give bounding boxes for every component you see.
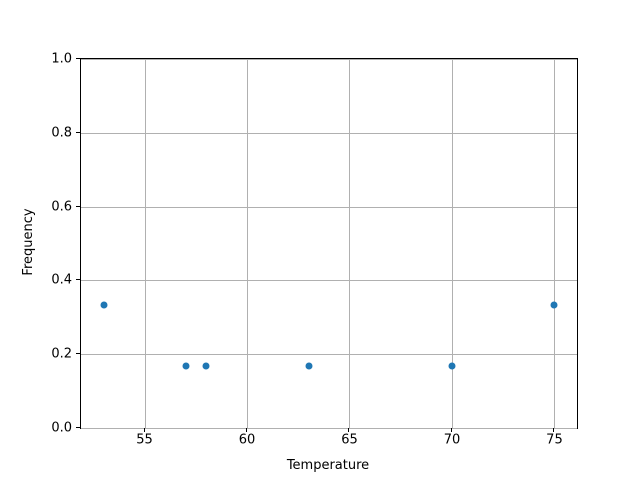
x-tick-label: 70 [443, 432, 461, 448]
grid-line-vertical [247, 59, 249, 428]
grid-line-vertical [554, 59, 556, 428]
x-tick-mark [143, 428, 145, 432]
scatter-point [305, 362, 312, 370]
y-tick-mark [76, 427, 80, 428]
x-tick-mark [553, 428, 555, 432]
x-axis-label: Temperature [286, 458, 370, 473]
grid-line-vertical [349, 59, 351, 428]
y-tick-label: 1.0 [51, 51, 72, 67]
x-tick-label: 65 [341, 432, 358, 448]
scatter-point [202, 362, 210, 370]
grid-line-horizontal [81, 132, 577, 134]
scatter-point [550, 301, 558, 309]
y-tick-mark [76, 353, 80, 355]
x-tick-mark [348, 428, 350, 432]
x-tick-mark [246, 428, 248, 432]
grid-line-horizontal [81, 59, 577, 60]
x-tick-label: 60 [238, 432, 256, 448]
y-tick-label: 0.8 [51, 125, 72, 141]
y-axis-label: Frequency [21, 208, 36, 276]
grid-line-vertical [144, 59, 146, 428]
grid-line-horizontal [81, 428, 577, 429]
y-tick-mark [76, 131, 80, 133]
grid-line-horizontal [81, 354, 577, 356]
scatter-point [182, 362, 190, 370]
scatter-point [100, 301, 108, 309]
y-tick-label: 0.0 [51, 420, 72, 436]
grid-line-vertical [451, 59, 453, 428]
y-tick-mark [76, 205, 80, 207]
y-tick-label: 0.4 [51, 272, 72, 288]
y-tick-label: 0.2 [51, 346, 72, 362]
scatter-point [448, 362, 456, 370]
y-tick-label: 0.6 [51, 199, 72, 215]
plot-area [80, 58, 578, 429]
grid-line-horizontal [81, 206, 577, 208]
x-tick-label: 75 [546, 432, 563, 448]
y-tick-mark [76, 279, 80, 281]
x-tick-mark [450, 428, 452, 432]
y-tick-mark [76, 58, 80, 59]
x-tick-label: 55 [136, 432, 153, 448]
grid-line-horizontal [81, 280, 577, 282]
